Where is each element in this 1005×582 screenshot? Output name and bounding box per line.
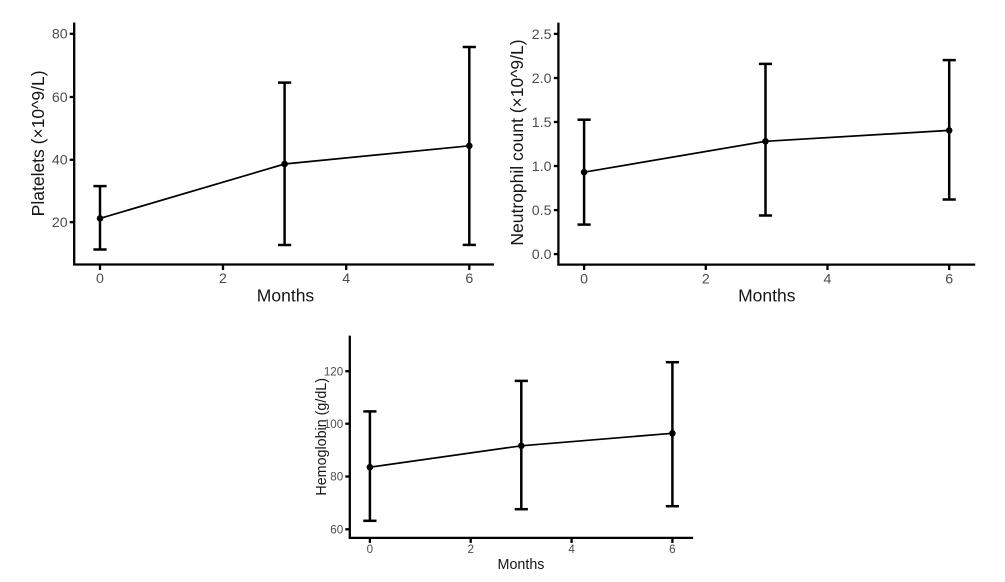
svg-text:2: 2 xyxy=(467,543,473,556)
svg-text:Months: Months xyxy=(257,285,315,305)
svg-text:0.5: 0.5 xyxy=(532,203,552,219)
svg-text:6: 6 xyxy=(669,543,675,556)
svg-text:20: 20 xyxy=(52,215,68,231)
svg-text:1.0: 1.0 xyxy=(532,159,552,175)
svg-text:Months: Months xyxy=(498,557,545,573)
svg-text:Hemoglobin (g/dL): Hemoglobin (g/dL) xyxy=(314,378,330,496)
svg-text:4: 4 xyxy=(568,543,575,556)
svg-text:2: 2 xyxy=(702,271,710,287)
svg-text:4: 4 xyxy=(824,271,832,287)
svg-text:6: 6 xyxy=(465,271,473,287)
svg-text:4: 4 xyxy=(342,271,350,287)
svg-text:1.5: 1.5 xyxy=(532,115,552,131)
svg-text:0.0: 0.0 xyxy=(532,247,552,263)
svg-text:6: 6 xyxy=(945,271,953,287)
svg-text:2.5: 2.5 xyxy=(532,27,552,43)
svg-text:80: 80 xyxy=(330,471,343,484)
svg-text:Neutrophil count (×10^9/L): Neutrophil count (×10^9/L) xyxy=(507,39,527,245)
svg-text:2.0: 2.0 xyxy=(532,71,552,87)
svg-text:120: 120 xyxy=(324,365,343,378)
svg-text:100: 100 xyxy=(324,418,343,431)
svg-text:40: 40 xyxy=(52,153,68,169)
svg-text:0: 0 xyxy=(96,271,104,287)
svg-text:0: 0 xyxy=(580,271,588,287)
svg-text:0: 0 xyxy=(367,543,373,556)
svg-text:60: 60 xyxy=(330,523,343,536)
svg-text:60: 60 xyxy=(52,90,68,106)
svg-text:Platelets (×10^9/L): Platelets (×10^9/L) xyxy=(28,70,48,216)
svg-text:Months: Months xyxy=(738,285,796,305)
svg-text:2: 2 xyxy=(219,271,227,287)
svg-text:80: 80 xyxy=(52,27,68,43)
